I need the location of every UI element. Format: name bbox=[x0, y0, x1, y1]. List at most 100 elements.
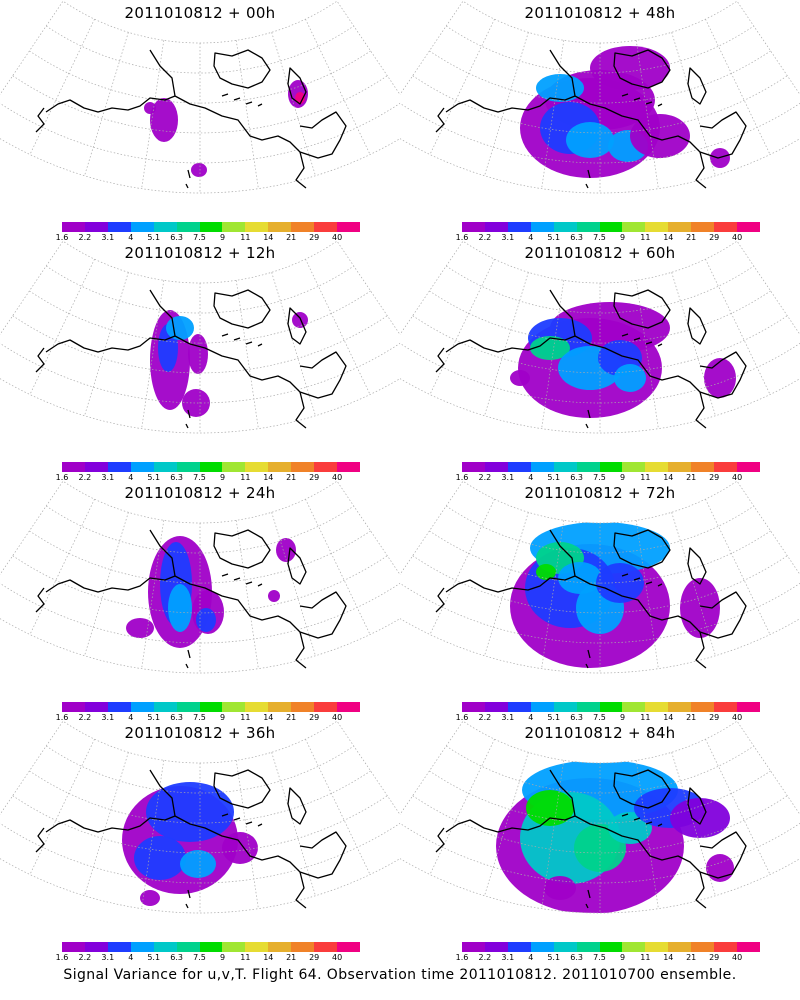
colorbar-swatch bbox=[176, 222, 200, 232]
colorbar-label: 29 bbox=[309, 233, 320, 242]
colorbar-swatch bbox=[176, 942, 200, 952]
colorbar-swatch bbox=[714, 942, 738, 952]
colorbar-swatch bbox=[130, 942, 154, 952]
colorbar-label: 21 bbox=[286, 473, 297, 482]
colorbar-label: 9 bbox=[619, 473, 626, 482]
variance-patch bbox=[536, 564, 556, 580]
colorbar-swatch bbox=[668, 942, 692, 952]
colorbar-swatch bbox=[337, 222, 360, 232]
colorbar-swatch bbox=[62, 702, 85, 712]
map-plot bbox=[400, 0, 800, 194]
colorbar-swatch bbox=[737, 462, 760, 472]
colorbar-label: 2.2 bbox=[78, 713, 92, 722]
colorbar-label: 40 bbox=[332, 953, 343, 962]
coastline bbox=[35, 289, 347, 429]
colorbar-label: 7.5 bbox=[593, 473, 606, 482]
map-panel-12h: 2011010812 + 12h 1.6 2.2 3.1 4 5.1 6.3 7.5 9 11 14… bbox=[0, 240, 400, 490]
colorbar-swatch bbox=[222, 462, 246, 472]
variance-patch bbox=[166, 316, 194, 340]
colorbar-label: 14 bbox=[663, 713, 674, 722]
variance-patch bbox=[180, 850, 216, 878]
colorbar-swatch bbox=[599, 222, 623, 232]
colorbar-swatch bbox=[199, 222, 223, 232]
variance-patch bbox=[704, 358, 736, 398]
colorbar-swatch bbox=[199, 702, 223, 712]
colorbar-label: 7.5 bbox=[593, 953, 606, 962]
colorbar-swatch bbox=[622, 702, 646, 712]
colorbar-swatch bbox=[462, 222, 485, 232]
colorbar-swatch bbox=[507, 942, 531, 952]
map-panel-36h: 2011010812 + 36h 1.6 2.2 3.1 4 5.1 6.3 7.5 9 11 14… bbox=[0, 720, 400, 970]
colorbar-swatch bbox=[668, 462, 692, 472]
colorbar-label: 40 bbox=[732, 713, 743, 722]
colorbar-swatch bbox=[622, 942, 646, 952]
colorbar-label: 6.3 bbox=[170, 953, 183, 962]
colorbar-swatch bbox=[222, 222, 246, 232]
colorbar-swatch bbox=[268, 222, 292, 232]
colorbar-swatch bbox=[107, 462, 131, 472]
colorbar: 1.6 2.2 3.1 4 5.1 6.3 7.5 9 11 14 21 29 40 bbox=[56, 702, 360, 724]
colorbar-label: 3.1 bbox=[101, 713, 115, 722]
coastline bbox=[35, 769, 347, 909]
colorbar-swatch bbox=[576, 222, 600, 232]
colorbar-label: 29 bbox=[309, 713, 320, 722]
colorbar-swatch bbox=[530, 942, 554, 952]
colorbar-swatch bbox=[668, 702, 692, 712]
variance-patch bbox=[146, 782, 234, 842]
colorbar-label: 21 bbox=[286, 713, 297, 722]
colorbar-swatch bbox=[622, 222, 646, 232]
map-plot bbox=[400, 240, 800, 434]
colorbar-swatch bbox=[507, 222, 531, 232]
coastline bbox=[35, 49, 347, 189]
colorbar-label: 4 bbox=[528, 473, 534, 482]
variance-patch bbox=[168, 584, 192, 632]
variance-patch bbox=[292, 312, 308, 328]
colorbar-label: 11 bbox=[640, 713, 651, 722]
coastline bbox=[435, 49, 747, 189]
colorbar: 1.6 2.2 3.1 4 5.1 6.3 7.5 9 11 14 21 29 40 bbox=[56, 462, 360, 484]
colorbar-label: 3.1 bbox=[101, 233, 115, 242]
map-plot bbox=[0, 480, 400, 674]
colorbar-swatch bbox=[337, 462, 360, 472]
colorbar-label: 21 bbox=[286, 953, 297, 962]
colorbar-swatch bbox=[199, 462, 223, 472]
colorbar-swatch bbox=[645, 942, 669, 952]
colorbar-label: 2.2 bbox=[78, 233, 92, 242]
colorbar-swatch bbox=[484, 942, 508, 952]
colorbar-swatch bbox=[314, 222, 338, 232]
colorbar-label: 3.1 bbox=[501, 473, 515, 482]
colorbar-label: 4 bbox=[528, 233, 534, 242]
colorbar-label: 2.2 bbox=[478, 233, 492, 242]
map-plot bbox=[0, 720, 400, 914]
colorbar-swatch bbox=[176, 702, 200, 712]
variance-patch bbox=[140, 890, 160, 906]
colorbar-label: 1.6 bbox=[455, 233, 469, 242]
colorbar-swatch bbox=[553, 702, 577, 712]
colorbar-swatch bbox=[245, 222, 269, 232]
coastline bbox=[35, 529, 347, 669]
variance-patch bbox=[144, 102, 156, 114]
colorbar-label: 6.3 bbox=[570, 713, 583, 722]
colorbar-label: 6.3 bbox=[170, 233, 183, 242]
colorbar-label: 11 bbox=[240, 473, 251, 482]
colorbar-label: 40 bbox=[732, 233, 743, 242]
colorbar-label: 29 bbox=[709, 473, 720, 482]
variance-patch bbox=[150, 98, 178, 142]
colorbar-label: 11 bbox=[640, 473, 651, 482]
colorbar-label: 2.2 bbox=[78, 473, 92, 482]
colorbar-label: 21 bbox=[686, 233, 697, 242]
panel-title: 2011010812 + 24h bbox=[124, 484, 276, 502]
colorbar-label: 6.3 bbox=[170, 473, 183, 482]
colorbar-label: 3.1 bbox=[101, 953, 115, 962]
variance-patch bbox=[596, 563, 644, 603]
colorbar: 1.6 2.2 3.1 4 5.1 6.3 7.5 9 11 14 21 29 40 bbox=[56, 942, 360, 964]
colorbar-label: 5.1 bbox=[547, 713, 561, 722]
colorbar-swatch bbox=[199, 942, 223, 952]
colorbar-label: 11 bbox=[240, 953, 251, 962]
colorbar-label: 29 bbox=[309, 473, 320, 482]
colorbar-label: 14 bbox=[263, 473, 274, 482]
colorbar-label: 40 bbox=[732, 473, 743, 482]
colorbar-label: 40 bbox=[332, 713, 343, 722]
colorbar-label: 9 bbox=[219, 713, 226, 722]
colorbar-swatch bbox=[291, 462, 315, 472]
